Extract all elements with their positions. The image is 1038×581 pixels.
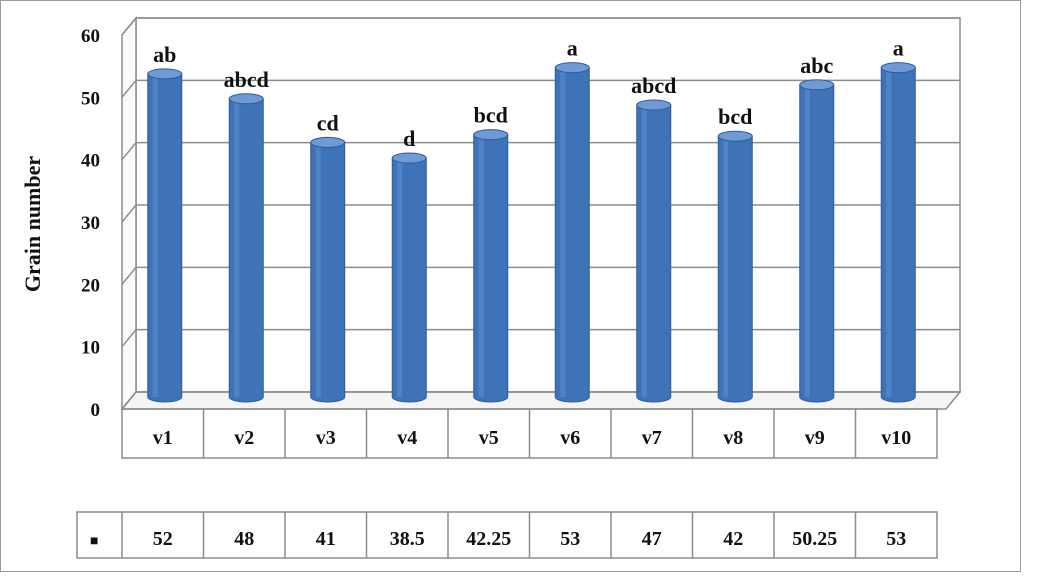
- bar-highlight: [152, 73, 158, 397]
- outer-border: [0, 0, 1021, 572]
- gridline-side: [121, 17, 137, 36]
- bar-highlight: [804, 84, 810, 398]
- y-axis-label: Grain number: [20, 156, 45, 293]
- value-label: 53: [886, 528, 906, 550]
- bar-highlight: [234, 98, 240, 398]
- category-label: v5: [479, 427, 499, 449]
- bar-v3: [310, 136, 346, 403]
- significance-letter: cd: [317, 110, 339, 135]
- bar-highlight: [723, 136, 729, 397]
- bar-highlight: [641, 105, 647, 398]
- y-tick-label: 60: [81, 26, 100, 47]
- value-label: 42.25: [466, 528, 511, 550]
- bar-top: [228, 93, 264, 105]
- bar-top: [147, 68, 183, 80]
- bars: [147, 62, 916, 403]
- significance-letter: bcd: [474, 103, 508, 128]
- bar-v4: [391, 152, 427, 403]
- y-tick-labels: 0 10 20 30 40 50 60: [81, 26, 100, 421]
- value-label: 52: [153, 528, 173, 550]
- category-label: v10: [881, 427, 911, 449]
- significance-letter: d: [403, 126, 415, 151]
- value-label: 42: [723, 528, 743, 550]
- y-tick-label: 20: [81, 275, 100, 296]
- value-label: 53: [560, 528, 580, 550]
- bar-top: [310, 136, 346, 148]
- y-tick-label: 50: [81, 88, 100, 109]
- bar-top: [473, 129, 509, 141]
- category-label: v6: [560, 427, 580, 449]
- y-tick-label: 10: [81, 338, 100, 359]
- bar-v5: [473, 129, 509, 403]
- gridline-side: [121, 204, 137, 223]
- significance-letter: abcd: [631, 73, 676, 98]
- bar-v1: [147, 68, 183, 403]
- significance-letter: abcd: [224, 67, 269, 92]
- significance-letter: a: [567, 36, 578, 61]
- legend-marker: ■: [90, 534, 98, 549]
- gridline-side: [121, 142, 137, 161]
- bar-highlight: [560, 67, 566, 397]
- bar-top: [554, 62, 590, 74]
- significance-letters: ab abcd cd d bcd a abcd bcd abc a: [153, 36, 904, 151]
- gridline-side: [121, 391, 137, 410]
- category-label: v3: [316, 427, 336, 449]
- significance-letter: abc: [800, 53, 833, 78]
- bar-v8: [717, 130, 753, 403]
- bar-top: [636, 99, 672, 111]
- bar-v2: [228, 93, 264, 403]
- data-table: ■ v1 52 v2 48 v3 41 v4 38.5 v5 42.25 v6 53 v7 47 v8 42 v9…: [76, 408, 938, 559]
- bar-top: [717, 130, 753, 142]
- category-label: v9: [805, 427, 825, 449]
- value-label: 41: [316, 528, 336, 550]
- gridline-side: [121, 79, 137, 98]
- value-label: 38.5: [390, 528, 425, 550]
- y-tick-label: 30: [81, 213, 100, 234]
- bar-top: [391, 152, 427, 164]
- bar-top: [880, 62, 916, 74]
- significance-letter: ab: [153, 42, 176, 67]
- table-values-border: [76, 511, 938, 559]
- bar-top: [799, 79, 835, 91]
- significance-letter: a: [893, 36, 904, 61]
- bar-v9: [799, 79, 835, 403]
- category-label: v2: [234, 427, 254, 449]
- category-label: v7: [642, 427, 662, 449]
- bar-highlight: [478, 134, 484, 397]
- bar-highlight: [886, 67, 892, 397]
- category-label: v1: [153, 427, 173, 449]
- bar-v7: [636, 99, 672, 403]
- y-tick-label: 40: [81, 151, 100, 172]
- category-label: v8: [723, 427, 743, 449]
- category-label: v4: [397, 427, 417, 449]
- significance-letter: bcd: [718, 104, 752, 129]
- value-label: 47: [642, 528, 662, 550]
- value-label: 50.25: [792, 528, 837, 550]
- y-tick-label: 0: [91, 400, 101, 421]
- gridline-side: [121, 329, 137, 348]
- gridline-side: [121, 266, 137, 285]
- bar-highlight: [397, 158, 403, 397]
- bar-v6: [554, 62, 590, 403]
- bar-v10: [880, 62, 916, 403]
- value-label: 48: [234, 528, 254, 550]
- bar-highlight: [315, 142, 321, 397]
